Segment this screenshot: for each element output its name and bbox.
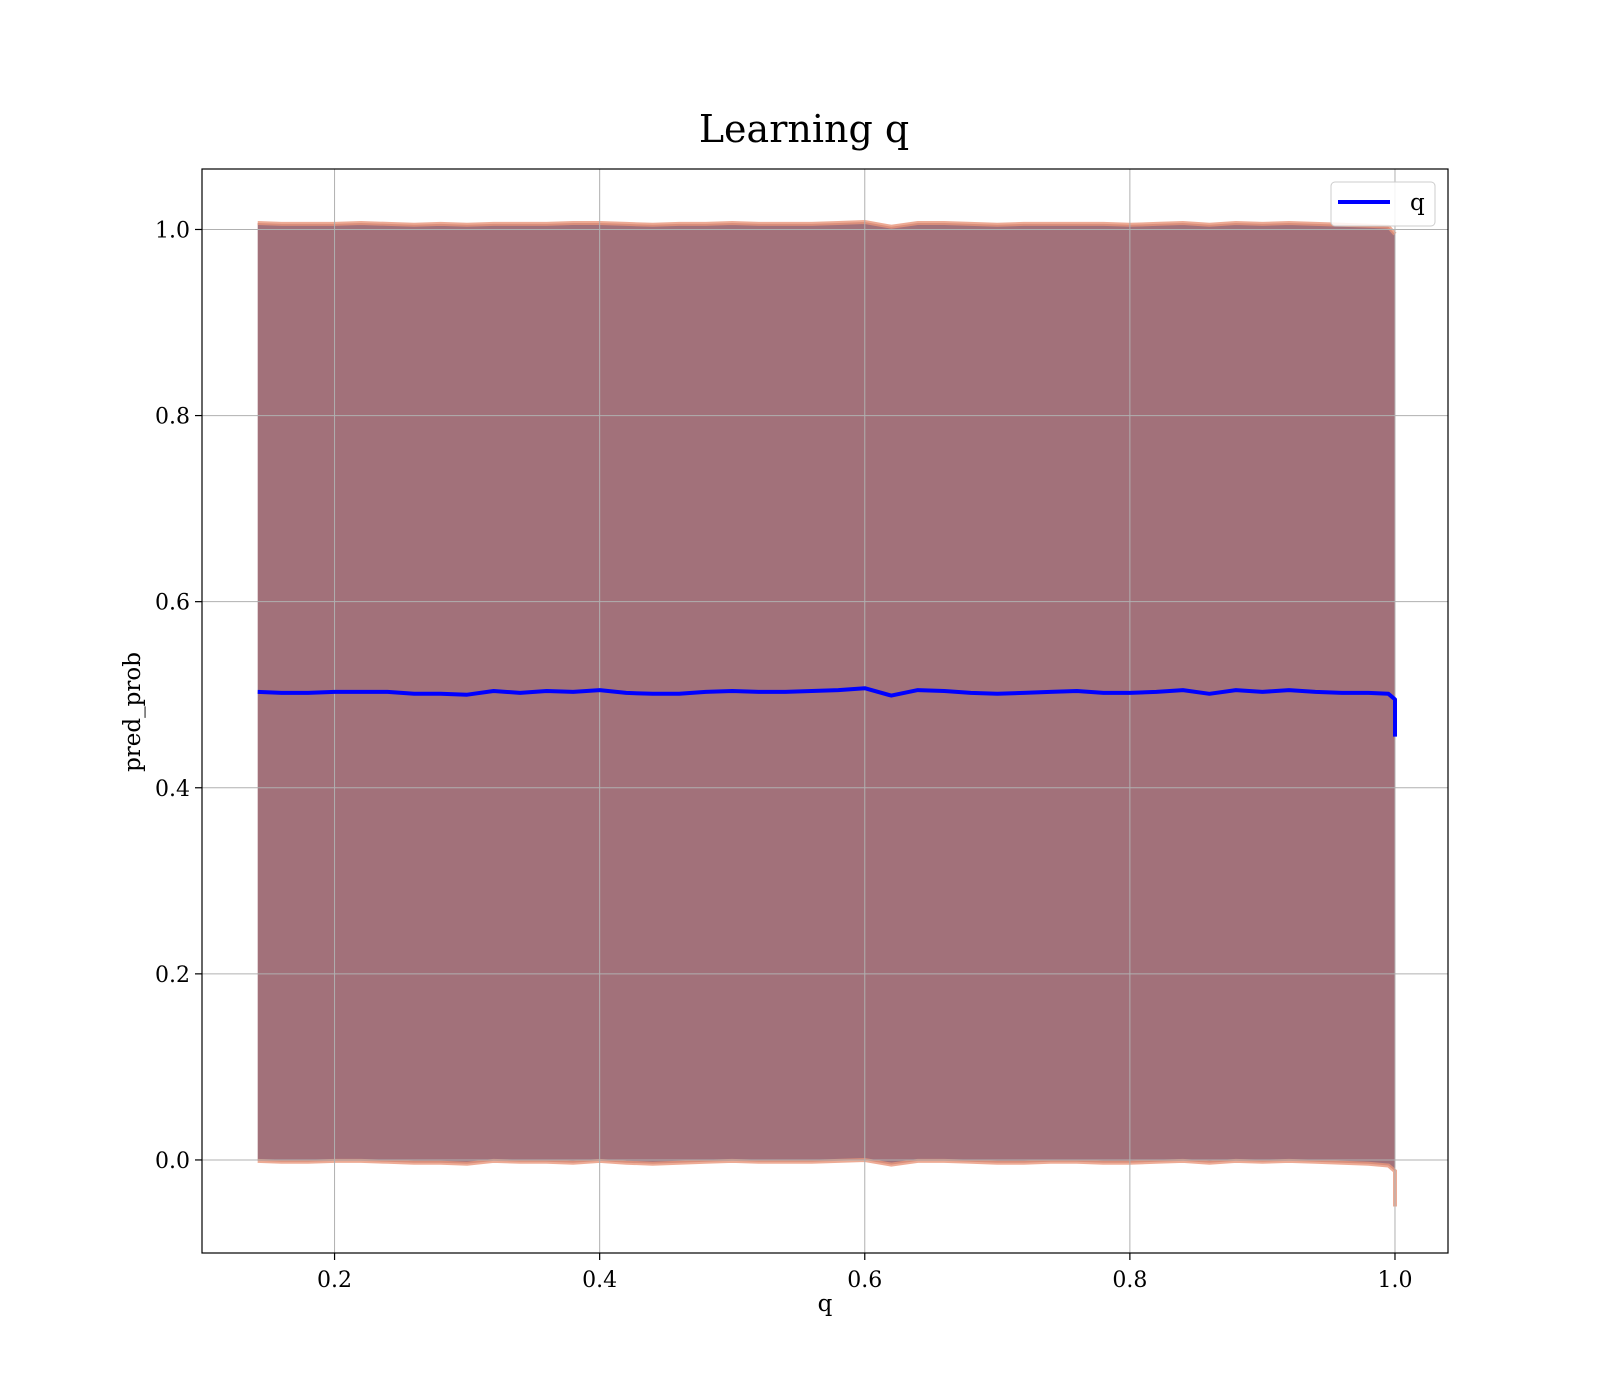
legend: q — [1330, 181, 1436, 227]
y-tick-label-1: 0.2 — [155, 963, 190, 988]
band-upper-edge-0 — [257, 219, 1397, 236]
x-tick-label-2: 0.6 — [847, 1268, 882, 1293]
chart-title: Learning q — [699, 107, 909, 151]
x-axis-label: q — [818, 1291, 833, 1317]
legend-entry-q: q — [1410, 190, 1425, 216]
y-tick-label-2: 0.4 — [155, 777, 190, 802]
y-axis-ticks: 0.0 0.2 0.4 0.6 0.8 1.0 — [155, 218, 202, 1174]
y-axis-label: pred_prob — [120, 652, 146, 772]
y-tick-label-5: 1.0 — [155, 218, 190, 243]
series-line-q — [257, 686, 1397, 737]
y-tick-label-3: 0.6 — [155, 591, 190, 616]
x-tick-label-3: 0.8 — [1112, 1268, 1147, 1293]
axes-frame — [201, 168, 1449, 1254]
band-fill-0 — [257, 222, 1396, 1207]
x-tick-label-0: 0.2 — [317, 1268, 352, 1293]
x-tick-label-4: 1.0 — [1377, 1268, 1412, 1293]
uncertainty-band — [257, 219, 1397, 1207]
x-tick-label-1: 0.4 — [582, 1268, 617, 1293]
x-axis-ticks: 0.2 0.4 0.6 0.8 1.0 — [317, 1253, 1412, 1293]
y-tick-label-0: 0.0 — [155, 1149, 190, 1174]
y-tick-label-4: 0.8 — [155, 405, 190, 430]
plot-area — [201, 168, 1449, 1254]
series-lines — [257, 686, 1397, 737]
